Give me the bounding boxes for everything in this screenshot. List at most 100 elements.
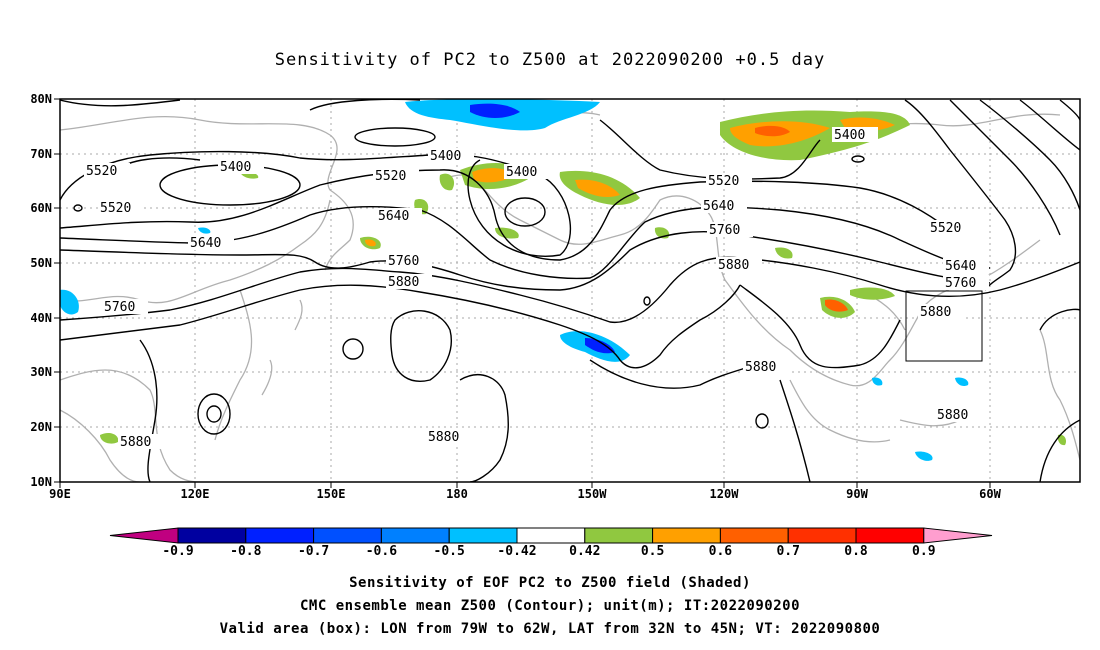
svg-text:5880: 5880	[937, 408, 968, 423]
svg-text:5520: 5520	[86, 164, 117, 179]
colorbar-segment	[719, 527, 789, 544]
colorbar-label: -0.8	[230, 544, 262, 559]
svg-text:5880: 5880	[120, 435, 151, 450]
lon-label: 180	[446, 487, 468, 501]
colorbar-segment	[652, 527, 721, 544]
valid-area-box	[905, 290, 983, 362]
svg-text:5880: 5880	[428, 430, 459, 445]
lon-label: 150W	[577, 487, 607, 501]
caption-line-2: CMC ensemble mean Z500 (Contour); unit(m…	[299, 598, 800, 614]
coastlines	[60, 109, 1080, 482]
contour-label: 5880	[716, 257, 762, 273]
lat-label: 10N	[30, 475, 52, 489]
contour-label: 5880	[118, 434, 164, 450]
contour-label: 5400	[504, 164, 550, 180]
lon-label: 90W	[846, 487, 868, 501]
contour-label: 5880	[935, 407, 981, 423]
contour-label: 5640	[701, 198, 747, 214]
colorbar-segment	[448, 527, 518, 544]
colorbar-segment	[177, 527, 247, 544]
lat-label: 40N	[30, 311, 52, 325]
lat-label: 50N	[30, 256, 52, 270]
contour-label: 5880	[918, 304, 964, 320]
svg-text:5400: 5400	[834, 128, 865, 143]
svg-text:5400: 5400	[430, 149, 461, 164]
contour-labels: 5520 5400 5400 5520 5400 5400 5520 5640 …	[84, 127, 989, 450]
lon-label: 60W	[979, 487, 1001, 501]
svg-text:5520: 5520	[375, 169, 406, 184]
colorbar-left-tip	[109, 527, 179, 544]
colorbar-label: 0.8	[844, 544, 868, 559]
colorbar-label: 0.9	[912, 544, 936, 559]
colorbar-label: 0.7	[776, 544, 800, 559]
svg-text:5640: 5640	[703, 199, 734, 214]
map-grid	[60, 99, 1080, 482]
contour-label: 5760	[386, 253, 432, 269]
contour-label: 5520	[706, 173, 752, 189]
colorbar-label: 0.5	[640, 544, 665, 559]
svg-text:5400: 5400	[506, 165, 537, 180]
contour-label: 5520	[373, 168, 419, 184]
contour-label: 5640	[943, 258, 989, 274]
map-title: Sensitivity of PC2 to Z500 at 2022090200…	[274, 50, 826, 70]
svg-text:5760: 5760	[945, 276, 976, 291]
lat-label: 70N	[30, 147, 52, 161]
contour-label: 5880	[743, 359, 789, 375]
colorbar-label: -0.6	[365, 544, 398, 559]
colorbar	[109, 527, 993, 544]
lat-label: 20N	[30, 420, 52, 434]
z500-contours	[60, 99, 1080, 482]
contour-label: 5640	[376, 208, 422, 224]
contour-label: 5760	[707, 222, 753, 238]
svg-text:5880: 5880	[745, 360, 776, 375]
contour-label: 5400	[428, 148, 474, 164]
lon-label: 120E	[180, 487, 210, 501]
contour-label: 5520	[84, 163, 130, 179]
lat-label: 30N	[30, 365, 52, 379]
lon-label: 90E	[49, 487, 71, 501]
contour-label: 5760	[102, 299, 148, 315]
svg-text:5880: 5880	[388, 275, 419, 290]
contour-label: 5520	[928, 220, 974, 236]
colorbar-segment	[245, 527, 315, 544]
colorbar-label: -0.42	[497, 544, 537, 559]
svg-text:5880: 5880	[718, 258, 749, 273]
contour-label: 5760	[943, 275, 989, 291]
colorbar-label: 0.6	[708, 544, 733, 559]
svg-text:5520: 5520	[100, 201, 131, 216]
colorbar-segment	[313, 527, 382, 544]
colorbar-segment	[380, 527, 450, 544]
colorbar-label: -0.5	[433, 544, 465, 559]
colorbar-segment	[584, 527, 654, 544]
contour-label: 5880	[426, 429, 472, 445]
svg-text:5760: 5760	[388, 254, 419, 269]
colorbar-segment	[516, 527, 586, 544]
svg-text:5880: 5880	[920, 305, 951, 320]
colorbar-right-tip	[923, 527, 993, 544]
caption-line-3: Valid area (box): LON from 79W to 62W, L…	[219, 621, 881, 637]
lat-label: 60N	[30, 201, 52, 215]
svg-text:5520: 5520	[930, 221, 961, 236]
colorbar-label: 0.42	[569, 544, 601, 559]
svg-text:5520: 5520	[708, 174, 739, 189]
colorbar-segment	[855, 527, 925, 544]
lon-label: 120W	[709, 487, 739, 501]
svg-text:5640: 5640	[190, 236, 221, 251]
contour-label: 5400	[832, 127, 878, 143]
svg-text:5760: 5760	[709, 223, 740, 238]
lat-label: 80N	[30, 92, 52, 106]
map-frame	[59, 98, 1081, 483]
caption-line-1: Sensitivity of EOF PC2 to Z500 field (Sh…	[349, 575, 751, 591]
colorbar-segment	[787, 527, 857, 544]
svg-text:5760: 5760	[104, 300, 135, 315]
svg-text:5640: 5640	[378, 209, 409, 224]
svg-text:5640: 5640	[945, 259, 976, 274]
contour-label: 5880	[386, 274, 432, 290]
contour-label: 5640	[188, 235, 234, 251]
colorbar-label: -0.7	[297, 544, 330, 559]
lon-label: 150E	[316, 487, 346, 501]
contour-label: 5520	[98, 200, 144, 216]
colorbar-label: -0.9	[162, 544, 194, 559]
contour-label: 5400	[218, 159, 264, 175]
